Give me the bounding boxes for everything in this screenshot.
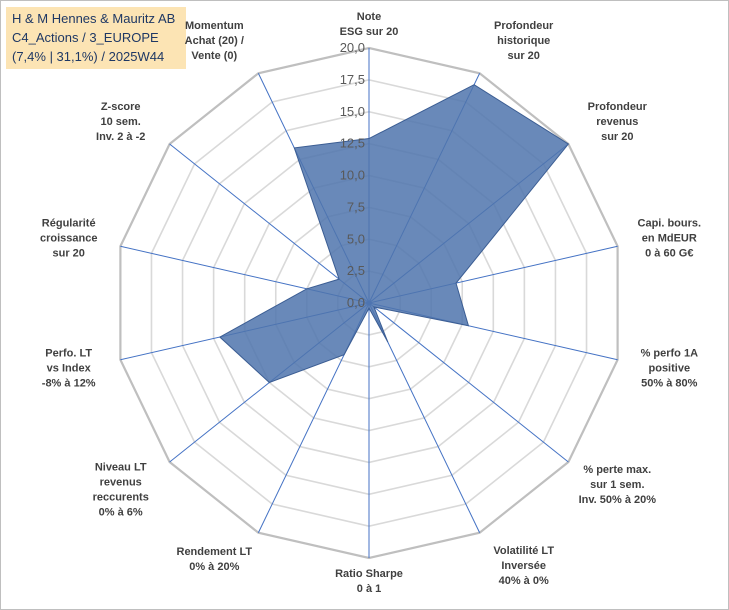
axis-label-line: Perfo. LT: [45, 347, 92, 359]
axis-label-line: Note: [357, 11, 381, 23]
axis-label-line: Ratio Sharpe: [335, 568, 403, 580]
axis-label: Z-score 10 sem. Inv. 2 à -2: [96, 101, 145, 143]
axis-label-line: croissance: [40, 233, 97, 245]
axis-label-line: historique: [497, 35, 550, 47]
stats-period: (7,4% | 31,1%) / 2025W44: [12, 49, 165, 64]
tick-label: 15,0: [340, 104, 365, 119]
axis-label-line: positive: [649, 362, 691, 374]
axis-label-line: 0% à 20%: [189, 561, 239, 573]
axis-label-line: reccurents: [93, 491, 149, 503]
tick-label: 2,5: [347, 263, 365, 278]
axis-label-line: Régularité: [42, 218, 96, 230]
axis-label: Note ESG sur 20: [340, 11, 399, 38]
axis-label: Rendement LT 0% à 20%: [177, 546, 253, 573]
axis-label: Momentum Achat (20) / Vente (0): [185, 20, 244, 62]
axis-label: Profondeur historique sur 20: [494, 20, 554, 62]
axis-label-line: Capi. bours.: [638, 218, 702, 230]
company-name: H & M Hennes & Mauritz AB: [12, 11, 176, 26]
series-area: [218, 84, 570, 384]
axis-label-line: Inversée: [501, 560, 546, 572]
tick-label: 0,0: [347, 295, 365, 310]
axis-label-line: sur 20: [52, 248, 84, 260]
axis-label-line: 40% à 0%: [499, 575, 549, 587]
axis-label-line: % perfo 1A: [641, 347, 699, 359]
radar-axis-labels: Note ESG sur 20 Profondeur historique sur 20…: [40, 11, 701, 595]
axis-label-line: Volatilité LT: [493, 545, 554, 557]
axis-label-line: Achat (20) /: [185, 35, 244, 47]
axis-label-line: Z-score: [101, 101, 141, 113]
axis-label: Capi. bours. en MdEUR 0 à 60 G€: [638, 218, 702, 260]
chart-title-box: H & M Hennes & Mauritz AB C4_Actions / 3…: [6, 7, 186, 69]
tick-label: 10,0: [340, 168, 365, 183]
axis-label: Volatilité LT Inversée 40% à 0%: [493, 545, 554, 587]
axis-label-line: % perte max.: [583, 464, 651, 476]
axis-label-line: 0 à 1: [357, 583, 381, 595]
axis-label-line: sur 1 sem.: [590, 479, 644, 491]
axis-label-line: revenus: [596, 116, 638, 128]
radar-tick-labels: 0,0 2,5 5,0 7,5 10,0 12,5 15,0 17,5 20,0: [340, 40, 365, 310]
category-label: C4_Actions / 3_EUROPE: [12, 30, 159, 45]
axis-label-line: 0 à 60 G€: [645, 248, 693, 260]
axis-spoke: [169, 143, 370, 304]
axis-label-line: 10 sem.: [101, 116, 141, 128]
axis-label-line: 0% à 6%: [99, 506, 143, 518]
axis-label-line: -8% à 12%: [42, 377, 96, 389]
axis-spoke: [368, 302, 569, 463]
axis-label: % perfo 1A positive 50% à 80%: [641, 347, 699, 389]
tick-label: 20,0: [340, 40, 365, 55]
axis-label-line: 50% à 80%: [641, 377, 697, 389]
axis-label: % perte max. sur 1 sem. Inv. 50% à 20%: [579, 464, 657, 506]
axis-label-line: Profondeur: [494, 20, 554, 32]
axis-label-line: Vente (0): [191, 50, 237, 62]
axis-label-line: Rendement LT: [177, 546, 253, 558]
axis-label-line: Profondeur: [588, 101, 648, 113]
tick-label: 5,0: [347, 231, 365, 246]
tick-label: 17,5: [340, 72, 365, 87]
tick-label: 7,5: [347, 199, 365, 214]
axis-label: Niveau LT revenus reccurents 0% à 6%: [93, 461, 149, 518]
axis-label-line: Inv. 50% à 20%: [579, 494, 657, 506]
axis-label: Régularité croissance sur 20: [40, 218, 97, 260]
axis-label-line: revenus: [100, 476, 142, 488]
axis-label-line: Momentum: [185, 20, 244, 32]
axis-label: Ratio Sharpe 0 à 1: [335, 568, 403, 595]
axis-label-line: vs Index: [47, 362, 92, 374]
axis-label-line: sur 20: [601, 131, 633, 143]
tick-label: 12,5: [340, 136, 365, 151]
axis-label-line: sur 20: [507, 50, 539, 62]
radar-series: [218, 84, 570, 384]
axis-label: Profondeur revenus sur 20: [588, 101, 648, 143]
axis-label-line: ESG sur 20: [340, 26, 399, 38]
axis-label: Perfo. LT vs Index -8% à 12%: [42, 347, 96, 389]
axis-label-line: Niveau LT: [95, 461, 147, 473]
axis-label-line: Inv. 2 à -2: [96, 131, 145, 143]
axis-label-line: en MdEUR: [642, 233, 697, 245]
